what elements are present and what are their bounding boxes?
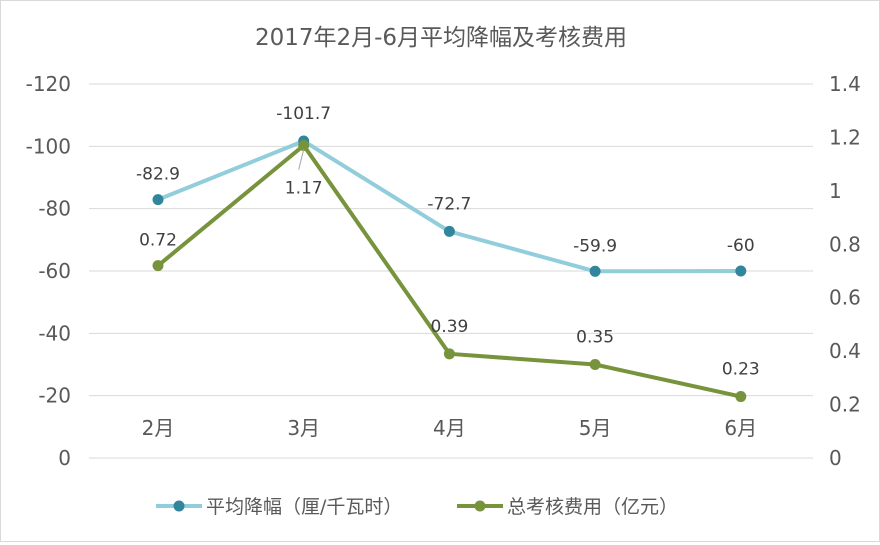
data-label: -72.7 — [427, 194, 471, 214]
data-label: -59.9 — [573, 236, 617, 256]
left-tick-label: -120 — [26, 72, 71, 96]
data-label: 0.35 — [576, 328, 614, 348]
data-label: -101.7 — [276, 104, 331, 124]
data-point — [152, 194, 164, 206]
category-label: 5月 — [579, 416, 612, 440]
right-tick-label: 1.2 — [829, 125, 861, 149]
left-tick-label: -20 — [38, 384, 71, 408]
data-point — [735, 265, 747, 277]
right-tick-label: 0.4 — [829, 339, 861, 363]
data-label: -82.9 — [136, 165, 180, 185]
data-point — [443, 348, 455, 360]
data-point — [152, 260, 164, 272]
left-tick-label: -100 — [26, 134, 71, 158]
right-tick-label: 1 — [829, 179, 842, 203]
data-point — [589, 359, 601, 370]
data-label: 1.17 — [285, 178, 323, 198]
legend-marker — [474, 500, 486, 512]
data-point — [735, 391, 747, 403]
legend-label: 平均降幅（厘/千瓦时） — [206, 496, 402, 518]
category-label: 6月 — [724, 416, 757, 440]
data-point — [443, 225, 455, 237]
right-tick-label: 1.4 — [829, 72, 861, 96]
right-tick-label: 0 — [829, 446, 842, 470]
category-label: 4月 — [433, 416, 466, 440]
legend-label: 总考核费用（亿元） — [507, 496, 678, 518]
category-label: 2月 — [142, 416, 175, 440]
data-label: 0.39 — [430, 317, 468, 337]
left-tick-label: -80 — [38, 197, 71, 221]
right-tick-label: 0.6 — [829, 286, 861, 310]
left-tick-label: 0 — [58, 446, 71, 470]
data-label: -60 — [727, 236, 755, 256]
category-label: 3月 — [287, 416, 320, 440]
data-label: 0.23 — [722, 360, 760, 380]
data-label: 0.72 — [139, 231, 177, 251]
data-point — [589, 265, 601, 277]
data-point — [298, 139, 310, 151]
left-tick-label: -40 — [38, 321, 71, 345]
right-tick-label: 0.2 — [829, 393, 861, 417]
leader-line — [298, 149, 305, 170]
legend-marker — [173, 500, 185, 512]
right-tick-label: 0.8 — [829, 232, 861, 256]
chart-title: 2017年2月-6月平均降幅及考核费用 — [255, 25, 627, 51]
left-tick-label: -60 — [38, 259, 71, 283]
